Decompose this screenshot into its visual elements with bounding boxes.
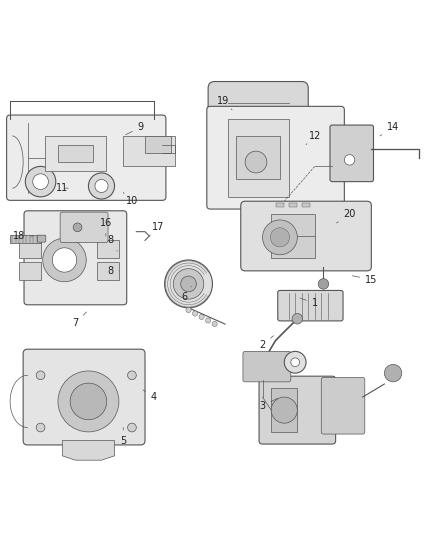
Circle shape — [245, 151, 267, 173]
Text: 6: 6 — [181, 286, 191, 302]
Text: 20: 20 — [336, 209, 356, 223]
Circle shape — [70, 383, 107, 419]
FancyBboxPatch shape — [7, 115, 166, 200]
FancyBboxPatch shape — [60, 212, 108, 243]
FancyBboxPatch shape — [241, 201, 371, 271]
Text: 2: 2 — [259, 336, 273, 350]
Circle shape — [181, 276, 196, 292]
Circle shape — [43, 238, 86, 282]
FancyBboxPatch shape — [243, 351, 291, 382]
Bar — [10, 235, 41, 243]
Circle shape — [199, 314, 204, 320]
Circle shape — [36, 423, 45, 432]
Circle shape — [262, 220, 297, 255]
Bar — [237, 136, 280, 180]
Polygon shape — [62, 441, 115, 460]
Circle shape — [192, 311, 198, 316]
Text: 4: 4 — [143, 390, 157, 402]
Bar — [276, 203, 284, 207]
FancyBboxPatch shape — [208, 82, 308, 130]
Circle shape — [58, 371, 119, 432]
Bar — [97, 262, 119, 279]
Circle shape — [33, 174, 48, 189]
FancyArrowPatch shape — [191, 309, 225, 324]
Bar — [145, 136, 171, 154]
FancyBboxPatch shape — [24, 211, 127, 305]
Bar — [289, 203, 297, 207]
Text: 12: 12 — [306, 131, 321, 144]
Circle shape — [52, 248, 77, 272]
Circle shape — [292, 313, 303, 324]
Circle shape — [344, 155, 355, 165]
Circle shape — [25, 166, 56, 197]
Bar — [228, 118, 289, 197]
FancyBboxPatch shape — [38, 235, 46, 242]
Text: 11: 11 — [56, 183, 68, 193]
FancyBboxPatch shape — [207, 107, 344, 209]
Text: 16: 16 — [100, 218, 112, 236]
Circle shape — [186, 308, 191, 313]
Circle shape — [385, 365, 402, 382]
Circle shape — [205, 318, 211, 323]
Bar — [271, 214, 315, 258]
Circle shape — [291, 358, 300, 367]
Text: 3: 3 — [259, 398, 277, 411]
Circle shape — [284, 351, 306, 373]
Text: 1: 1 — [300, 298, 318, 309]
Circle shape — [88, 173, 115, 199]
Bar — [302, 203, 311, 207]
Circle shape — [127, 423, 136, 432]
Text: 8: 8 — [107, 236, 117, 251]
Text: 10: 10 — [123, 192, 138, 206]
Circle shape — [73, 223, 82, 232]
Circle shape — [95, 180, 108, 192]
Bar — [45, 136, 106, 171]
FancyBboxPatch shape — [321, 377, 365, 434]
Text: 14: 14 — [380, 122, 399, 136]
Text: 7: 7 — [72, 312, 86, 328]
Bar — [58, 144, 93, 162]
Circle shape — [270, 228, 290, 247]
Circle shape — [36, 371, 45, 379]
Circle shape — [212, 321, 217, 327]
Bar — [97, 240, 119, 258]
Text: 15: 15 — [352, 274, 378, 285]
Circle shape — [318, 279, 328, 289]
FancyBboxPatch shape — [259, 376, 336, 444]
Bar — [19, 240, 41, 258]
Text: 8: 8 — [107, 266, 119, 276]
Circle shape — [127, 371, 136, 379]
Circle shape — [173, 269, 204, 299]
Circle shape — [165, 260, 212, 308]
Text: 9: 9 — [126, 122, 144, 135]
FancyBboxPatch shape — [278, 290, 343, 321]
Text: 19: 19 — [217, 96, 232, 110]
Circle shape — [271, 397, 297, 423]
FancyBboxPatch shape — [330, 125, 374, 182]
Bar — [19, 262, 41, 279]
Bar — [123, 136, 176, 166]
Text: 5: 5 — [120, 427, 127, 446]
Text: 18: 18 — [13, 231, 33, 241]
Bar — [271, 389, 297, 432]
Text: 17: 17 — [149, 222, 164, 236]
FancyBboxPatch shape — [23, 349, 145, 445]
